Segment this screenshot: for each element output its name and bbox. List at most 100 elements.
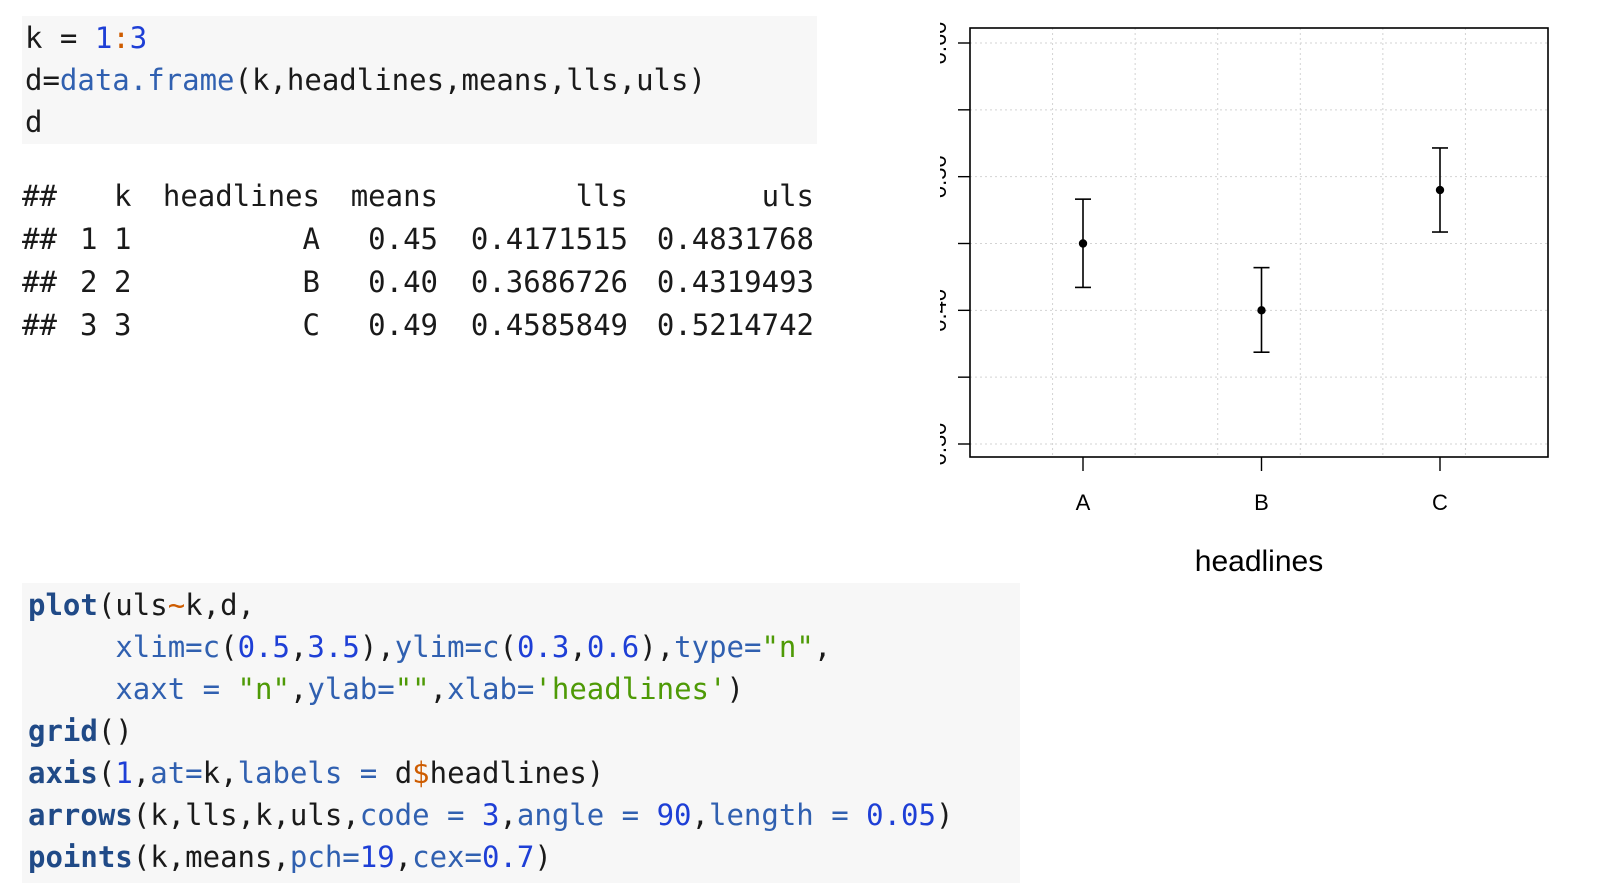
code-token: at= [150,756,203,790]
code-token: grid [28,714,98,748]
code-token: 3 [129,21,148,55]
x-tick-label: A [1076,490,1091,515]
code-line: arrows(k,lls,k,uls,code = 3,angle = 90,l… [28,794,1020,836]
code-token: : [112,21,130,55]
code-token: pch= [289,840,360,874]
code-token: () [97,714,133,748]
code-token: k = [25,21,95,55]
code-token: xaxt = [115,672,238,706]
code-token: 1 [94,21,113,55]
code-line: grid() [28,710,1020,752]
table-cell: 0.4585849 [470,308,628,342]
code-token: points [28,840,133,874]
code-token: c [482,630,500,664]
table-cell: 1 [114,222,132,256]
table-cell: 3 [80,308,98,342]
code-token: ( [97,756,116,790]
code-line: xaxt = "n",ylab="",xlab='headlines') [28,668,1020,710]
code-token: "" [394,672,430,706]
code-token: axis [28,756,98,790]
table-cell: 0.4319493 [656,265,814,299]
code-token [28,630,115,664]
code-token: , [499,798,517,832]
code-token: ) [935,798,954,832]
code-token: code = [359,798,482,832]
column-header: lls [575,179,628,213]
code-token: , [691,798,709,832]
y-tick-label: 0.60 [940,22,951,65]
code-token: d= [25,63,60,97]
code-token: , [132,756,151,790]
code-token: ( [220,630,238,664]
code-token: labels = [237,756,395,790]
code-token: 19 [359,840,395,874]
data-frame-output-table: ## k headlines means lls uls ## 1 1 A 0.45 0.417151… [22,175,814,347]
code-token: 3.5 [307,630,360,664]
table-cell: 0.49 [368,308,438,342]
table-cell: 0.45 [368,222,438,256]
code-token: ylab= [307,672,395,706]
table-cell: B [302,265,320,299]
table-cell: 1 [80,222,98,256]
code-line: k = 1:3 [25,17,817,59]
code-line: xlim=c(0.5,3.5),ylim=c(0.3,0.6),type="n"… [28,626,1020,668]
code-token: k, [202,756,238,790]
code-token: arrows [28,798,133,832]
code-token: , [394,840,413,874]
code-line: points(k,means,pch=19,cex=0.7) [28,836,1020,878]
code-token: 'headlines' [534,672,727,706]
code-token: ), [639,630,675,664]
code-token: 1 [115,756,133,790]
console-output: ## k headlines means lls uls ## 1 1 A 0.45 0.417151… [22,175,814,347]
code-token: angle = [516,798,657,832]
code-token [28,672,115,706]
output-prefix: ## [22,308,57,342]
table-cell: 0.4831768 [656,222,814,256]
code-block-plot: plot(uls~k,d, xlim=c(0.5,3.5),ylim=c(0.3… [22,583,1020,883]
table-cell: 2 [80,265,98,299]
code-line: d [25,101,817,143]
output-prefix: ## [22,179,57,213]
code-token: 3 [481,798,500,832]
code-token: (k,means, [132,840,290,874]
code-token: c [202,630,221,664]
table-cell: 0.40 [368,265,438,299]
code-token: d [25,105,43,139]
code-line: axis(1,at=k,labels = d$headlines) [28,752,1020,794]
y-tick-label: 0.30 [940,423,951,466]
table-header-row: ## k headlines means lls uls [22,175,814,218]
code-token: (uls [97,588,168,622]
x-tick-label: B [1254,490,1269,515]
column-header: uls [761,179,814,213]
table-row: ## 3 3 C 0.49 0.4585849 0.5214742 [22,304,814,347]
code-token: , [289,630,308,664]
column-header: k [114,179,132,213]
code-token: 0.05 [866,798,936,832]
table-cell: 3 [114,308,132,342]
code-token: plot [28,588,98,622]
output-prefix: ## [22,265,57,299]
table-cell: 2 [114,265,132,299]
table-cell: A [302,222,320,256]
code-token: , [813,630,832,664]
table-cell: 0.3686726 [470,265,628,299]
code-token: 90 [656,798,692,832]
code-token: "n" [761,630,814,664]
code-token: ylim= [394,630,483,664]
code-token: xlim= [115,630,203,664]
x-axis-title: headlines [1195,545,1323,572]
code-token: ) [726,672,744,706]
code-token: (k,headlines,means,lls,uls) [234,63,706,97]
table-row: ## 2 2 B 0.40 0.3686726 0.4319493 [22,261,814,304]
code-token: d [394,756,413,790]
code-block-data-frame: k = 1:3 d=data.frame(k,headlines,means,ll… [22,16,817,144]
code-token: 0.6 [586,630,640,664]
mean-point [1435,185,1445,195]
code-token: cex= [412,840,482,874]
code-token: $ [412,756,430,790]
mean-point [1078,239,1088,248]
code-token: xlab= [447,672,535,706]
code-token: 0.7 [481,840,535,874]
code-token: ( [499,630,517,664]
